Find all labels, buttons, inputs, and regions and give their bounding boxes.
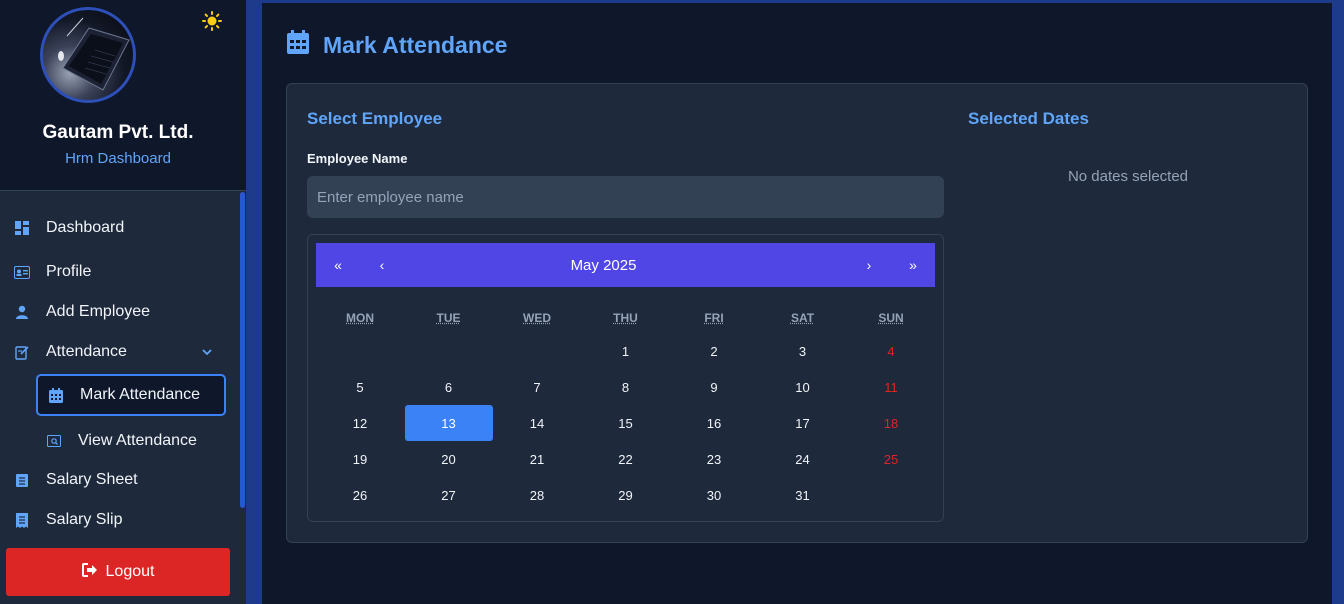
weekday-header: THU [613, 311, 638, 325]
company-logo [40, 7, 136, 103]
next-year-button[interactable]: » [909, 257, 917, 273]
calendar-day[interactable]: 6 [444, 379, 453, 395]
weekday-header: SAT [790, 311, 815, 325]
weekday-header: SUN [878, 311, 904, 325]
calendar-day[interactable]: 29 [618, 487, 633, 503]
theme-toggle-sun-icon[interactable] [201, 10, 223, 32]
calendar-day[interactable]: 2 [710, 343, 718, 359]
sheet-icon [14, 472, 30, 488]
calendar-day[interactable]: 19 [352, 451, 368, 467]
sidebar-item-label: Add Employee [46, 303, 151, 320]
sidebar-item-label: Profile [46, 263, 92, 280]
user-icon [14, 304, 30, 320]
calendar-day[interactable]: 20 [441, 451, 456, 467]
calendar-day[interactable]: 1 [621, 343, 630, 359]
calendar-day-today[interactable]: 13 [404, 405, 493, 441]
sidebar-item-label: Dashboard [46, 219, 125, 236]
prev-month-button[interactable]: ‹ [379, 257, 385, 273]
attendance-card: Select Employee Employee Name Selected D… [286, 83, 1308, 543]
page-title-text: Mark Attendance [323, 31, 508, 58]
calendar-day[interactable]: 8 [621, 379, 630, 395]
select-employee-heading: Select Employee [307, 109, 443, 128]
sidebar-item-label: Salary Slip [46, 511, 123, 528]
calendar-day[interactable]: 10 [795, 379, 810, 395]
company-name: Gautam Pvt. Ltd. [42, 122, 194, 143]
page-title: Mark Attendance [287, 30, 507, 60]
sidebar-item-salary-slip[interactable]: Salary Slip [0, 502, 236, 538]
weekday-header: TUE [436, 311, 461, 325]
calendar-day[interactable]: 24 [795, 451, 810, 467]
calendar-day[interactable]: 30 [706, 487, 722, 503]
calendar-day[interactable]: 12 [352, 415, 368, 431]
sidebar-subitem-mark-attendance[interactable]: Mark Attendance [36, 374, 226, 416]
calendar-day[interactable]: 9 [710, 379, 718, 395]
view-icon [46, 433, 62, 449]
sidebar-item-salary-sheet[interactable]: Salary Sheet [0, 462, 236, 498]
logout-button[interactable]: Logout [6, 548, 230, 596]
calendar-day[interactable]: 15 [618, 415, 633, 431]
calendar-day[interactable]: 7 [533, 379, 541, 395]
calendar-day[interactable]: 18 [883, 415, 899, 431]
calendar-day[interactable]: 17 [795, 415, 810, 431]
layout-right-edge [1332, 0, 1344, 604]
id-card-icon [14, 264, 30, 280]
logout-icon [81, 562, 98, 582]
sidebar-subitem-view-attendance[interactable]: View Attendance [36, 420, 226, 462]
layout-gutter [246, 0, 262, 604]
calendar-day[interactable]: 5 [356, 379, 364, 395]
sidebar-subitem-label: Mark Attendance [80, 386, 201, 403]
dashboard-subtitle: Hrm Dashboard [65, 150, 171, 167]
employee-name-label: Employee Name [307, 151, 408, 166]
sidebar-item-dashboard[interactable]: Dashboard [0, 210, 236, 246]
sidebar-scrollbar[interactable] [240, 192, 245, 508]
receipt-icon [14, 512, 30, 528]
calendar-day[interactable]: 11 [884, 379, 898, 395]
attendance-icon [14, 344, 30, 360]
calendar-day[interactable]: 23 [706, 451, 722, 467]
calendar: « ‹ May 2025 › » MON TUE WED THU FRI SAT SUN 1 2… [307, 234, 944, 522]
calendar-icon [287, 30, 309, 60]
calendar-day[interactable]: 21 [529, 451, 545, 467]
prev-year-button[interactable]: « [334, 257, 342, 273]
month-label[interactable]: May 2025 [570, 256, 637, 274]
calendar-navigation: « ‹ May 2025 › » [316, 243, 935, 287]
calendar-day[interactable]: 28 [529, 487, 545, 503]
no-dates-message: No dates selected [1067, 168, 1189, 185]
next-month-button[interactable]: › [866, 257, 872, 273]
calendar-day[interactable]: 3 [798, 343, 807, 359]
weekday-header: MON [346, 311, 374, 325]
sidebar-item-profile[interactable]: Profile [0, 254, 236, 290]
calendar-day[interactable]: 31 [795, 487, 810, 503]
calendar-day[interactable]: 16 [706, 415, 722, 431]
sidebar-subitem-label: View Attendance [78, 432, 197, 449]
sidebar-header: Gautam Pvt. Ltd. Hrm Dashboard [0, 0, 246, 191]
logout-label: Logout [105, 563, 155, 580]
selected-dates-heading: Selected Dates [968, 109, 1089, 128]
weekday-header: FRI [704, 311, 724, 325]
calendar-day[interactable]: 22 [618, 451, 633, 467]
employee-name-input[interactable] [307, 176, 944, 218]
sidebar-item-add-employee[interactable]: Add Employee [0, 294, 236, 330]
layout-top-edge [262, 0, 1344, 3]
dashboard-icon [14, 220, 30, 236]
sidebar-item-label: Attendance [46, 343, 127, 360]
calendar-day[interactable]: 25 [883, 451, 899, 467]
chevron-down-icon [202, 343, 212, 361]
calendar-day[interactable]: 27 [441, 487, 456, 503]
calendar-day[interactable]: 14 [529, 415, 545, 431]
sidebar-item-label: Salary Sheet [46, 471, 138, 488]
sidebar-item-attendance[interactable]: Attendance [0, 334, 236, 370]
calendar-day[interactable]: 26 [352, 487, 368, 503]
weekday-header: WED [523, 311, 551, 325]
sidebar: Gautam Pvt. Ltd. Hrm Dashboard Dashboard… [0, 0, 246, 604]
calendar-icon [48, 387, 64, 403]
calendar-day[interactable]: 4 [887, 343, 895, 359]
